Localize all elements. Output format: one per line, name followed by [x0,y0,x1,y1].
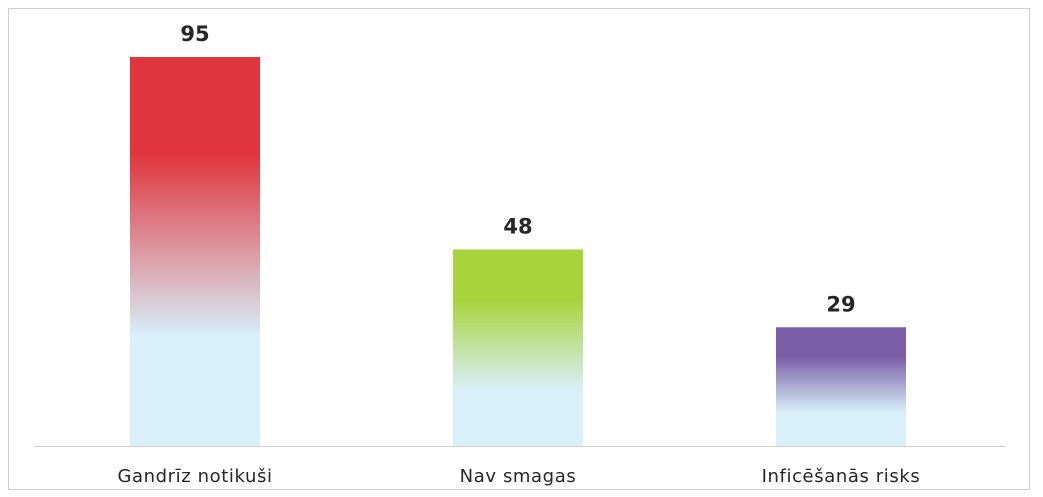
category-label-1: Gandrīz notikuši [117,466,272,487]
value-label-3: 29 [826,292,855,316]
bar-3 [776,327,906,446]
bar-1 [130,57,260,446]
category-label-3: Inficēšanās risks [762,466,921,487]
value-label-1: 95 [180,22,209,46]
value-label-2: 48 [503,214,532,238]
bar-2 [453,249,583,446]
category-label-2: Nav smagas [460,466,577,487]
category-labels-group: Gandrīz notikuši Nav smagas Inficēšanās ri… [117,466,921,487]
bars-group [130,57,906,446]
value-labels-group: 95 48 29 [180,22,855,316]
